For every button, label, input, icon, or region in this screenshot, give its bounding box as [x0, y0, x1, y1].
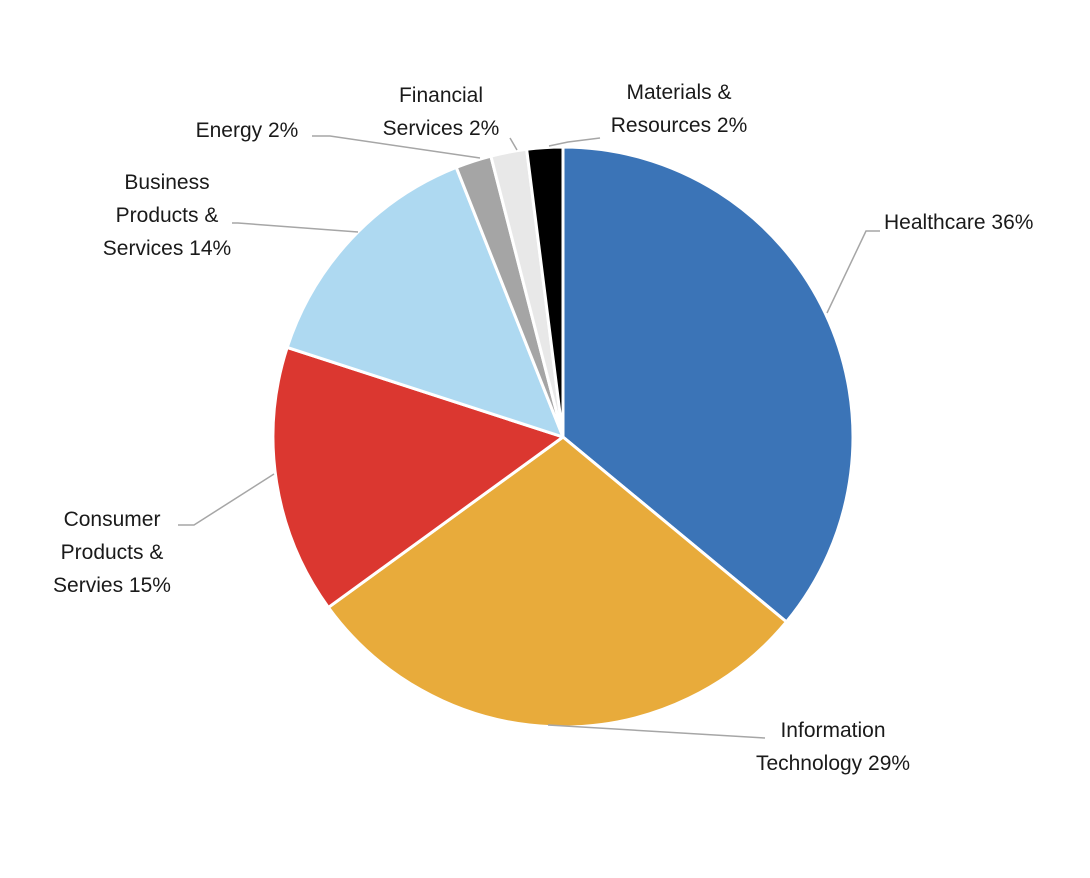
- slice-label-line: Services 2%: [383, 117, 500, 140]
- slice-label-healthcare: Healthcare 36%: [884, 211, 1033, 234]
- leader-line-energy: [312, 135, 481, 159]
- slice-label-line: Energy 2%: [196, 119, 299, 142]
- slice-label-line: Products &: [116, 204, 219, 227]
- labels-layer: Healthcare 36% Information Technology 29% C…: [53, 81, 1033, 775]
- slice-label-line: Financial: [399, 84, 483, 107]
- leader-line-financial-services: [509, 137, 518, 151]
- leader-line-materials-resources: [548, 137, 601, 147]
- slice-label-line: Technology 29%: [756, 752, 910, 775]
- slice-label-materials-resources: Materials & Resources 2%: [611, 81, 748, 137]
- leader-line-healthcare: [826, 230, 880, 314]
- slice-label-line: Resources 2%: [611, 114, 748, 137]
- leader-line-information-technology: [547, 724, 766, 739]
- slice-label-line: Servies 15%: [53, 574, 171, 597]
- pie-slice-consumer-products: [271, 345, 565, 609]
- slice-label-consumer-products: Consumer Products & Servies 15%: [53, 508, 171, 597]
- slice-label-line: Products &: [61, 541, 164, 564]
- pie-slice-information-technology: [326, 435, 788, 729]
- slice-label-line: Services 14%: [103, 237, 231, 260]
- slice-label-line: Healthcare 36%: [884, 211, 1033, 234]
- pie-slice-business-products: [285, 165, 565, 439]
- leader-line-consumer-products: [178, 473, 275, 526]
- slice-label-line: Information: [780, 719, 885, 742]
- slice-label-financial-services: Financial Services 2%: [383, 84, 500, 140]
- slice-label-line: Business: [124, 171, 209, 194]
- slice-label-business-products: Business Products & Services 14%: [103, 171, 231, 260]
- slice-label-information-technology: Information Technology 29%: [756, 719, 910, 775]
- slices-layer: [271, 145, 855, 729]
- leader-lines-layer: [178, 135, 880, 739]
- pie-slice-healthcare: [561, 145, 855, 624]
- slice-label-energy: Energy 2%: [196, 119, 299, 142]
- leader-line-business-products: [232, 222, 359, 233]
- pie-slice-materials-resources: [525, 145, 565, 439]
- slice-label-line: Consumer: [64, 508, 161, 531]
- slice-label-line: Materials &: [626, 81, 731, 104]
